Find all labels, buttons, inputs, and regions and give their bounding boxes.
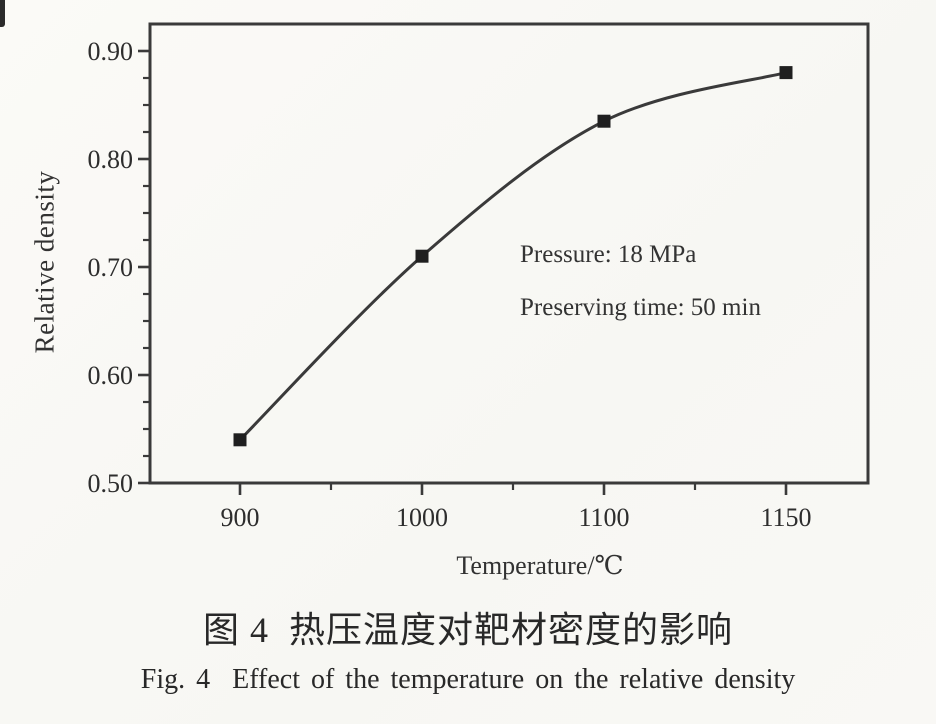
y-axis-tick-label: 0.70 <box>88 253 134 282</box>
data-point-marker <box>779 66 793 80</box>
x-axis-tick-label: 900 <box>221 503 260 532</box>
data-point-marker <box>233 433 247 447</box>
data-point-marker <box>597 114 611 128</box>
caption-chinese: 图 4 热压温度对靶材密度的影响 <box>202 610 733 650</box>
annotation-preserving-time: Preserving time: 50 min <box>520 294 761 321</box>
x-axis-tick-label: 1150 <box>760 503 811 532</box>
y-axis-tick-label: 0.80 <box>88 145 134 174</box>
x-axis-title: Temperature/℃ <box>456 551 624 580</box>
data-series-line <box>238 71 788 442</box>
y-axis-tick-label: 0.60 <box>88 361 134 390</box>
x-axis-tick-label: 1100 <box>578 503 629 532</box>
y-axis-title: Relative density <box>29 170 60 354</box>
chart-annotation-block: Pressure: 18 MPa Preserving time: 50 min <box>520 240 761 346</box>
caption-english: Fig. 4 Effect of the temperature on the … <box>140 664 796 695</box>
x-axis-tick-label: 1000 <box>396 503 448 532</box>
y-axis-tick-label: 0.90 <box>88 37 134 66</box>
annotation-pressure: Pressure: 18 MPa <box>520 241 697 268</box>
relative-density-line-chart: 0.50 0.60 0.70 0.80 0.90 900 1000 1100 1150 <box>88 22 870 532</box>
scan-artifact-mark <box>0 0 5 27</box>
data-point-marker <box>415 249 429 263</box>
plot-frame <box>148 22 870 485</box>
y-axis-tick-label: 0.50 <box>88 469 134 498</box>
